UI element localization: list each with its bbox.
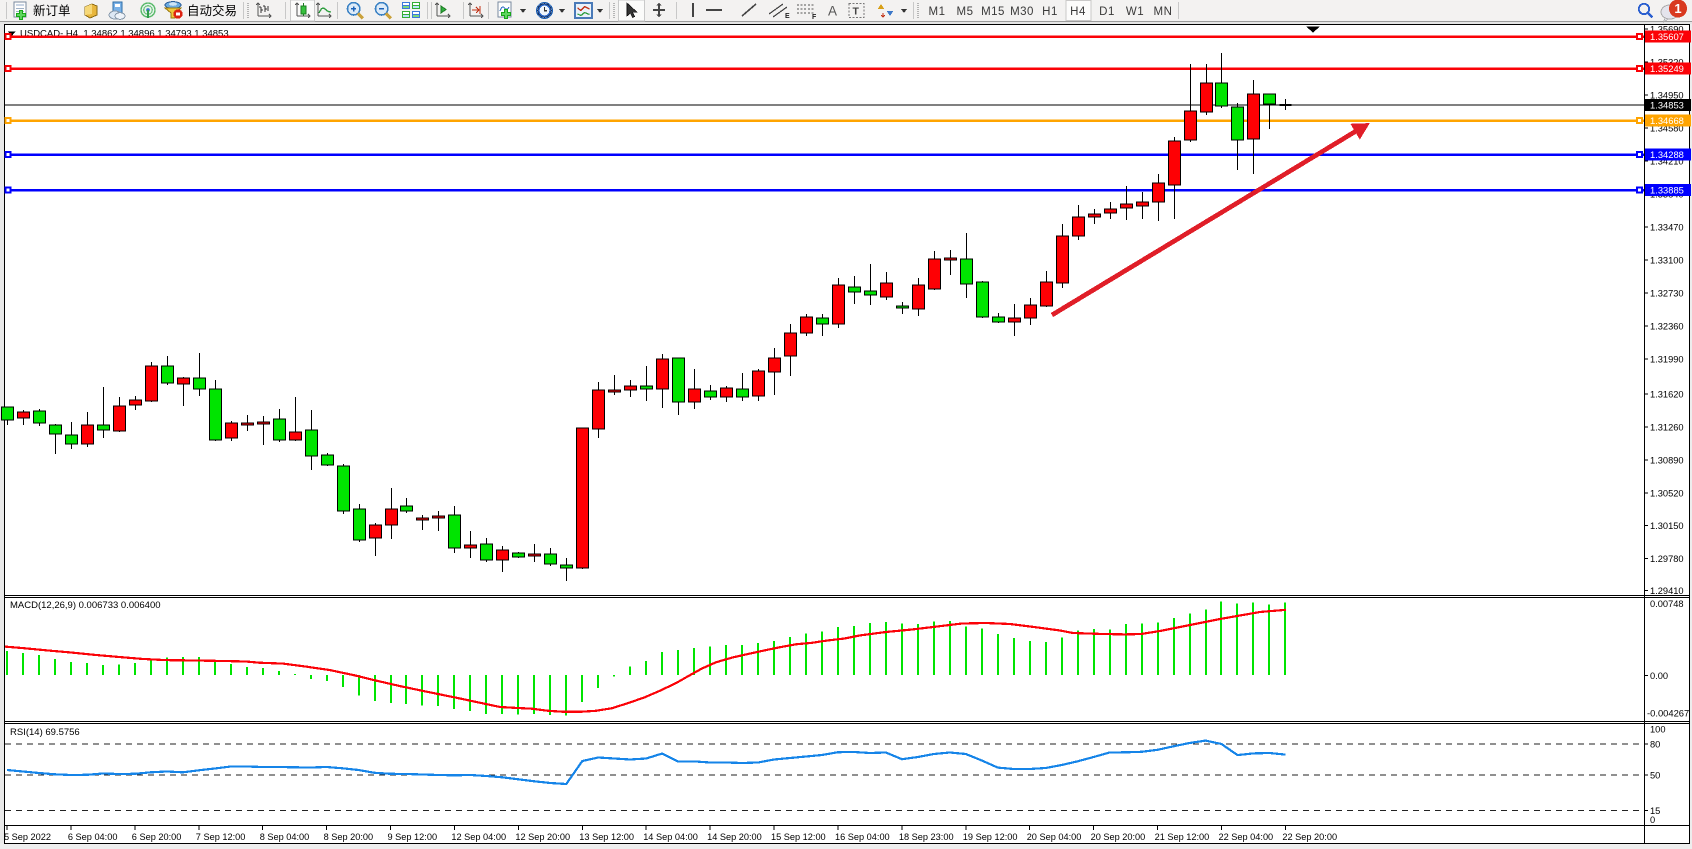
svg-text:1.35249: 1.35249 xyxy=(1650,63,1684,74)
svg-text:20 Sep 04:00: 20 Sep 04:00 xyxy=(1027,832,1082,842)
svg-text:12 Sep 04:00: 12 Sep 04:00 xyxy=(451,832,506,842)
svg-text:80: 80 xyxy=(1650,740,1660,750)
svg-text:W1: W1 xyxy=(1126,6,1144,18)
svg-text:1.31260: 1.31260 xyxy=(1650,423,1684,433)
svg-text:F: F xyxy=(812,14,817,21)
svg-text:M15: M15 xyxy=(981,6,1005,18)
svg-text:8 Sep 20:00: 8 Sep 20:00 xyxy=(324,832,374,842)
svg-text:1.32360: 1.32360 xyxy=(1650,322,1684,332)
svg-text:0: 0 xyxy=(1650,815,1655,825)
svg-text:M5: M5 xyxy=(957,6,974,18)
svg-text:15: 15 xyxy=(1650,806,1660,816)
svg-text:H4: H4 xyxy=(1070,6,1086,18)
svg-text:1.35607: 1.35607 xyxy=(1650,31,1684,42)
svg-text:13 Sep 12:00: 13 Sep 12:00 xyxy=(579,832,634,842)
svg-text:100: 100 xyxy=(1650,725,1666,735)
svg-text:D1: D1 xyxy=(1099,6,1115,18)
svg-text:50: 50 xyxy=(1650,771,1660,781)
svg-text:5 Sep 2022: 5 Sep 2022 xyxy=(4,832,51,842)
svg-text:H1: H1 xyxy=(1042,6,1058,18)
svg-text:1.29410: 1.29410 xyxy=(1650,586,1684,596)
svg-text:-0.004267: -0.004267 xyxy=(1647,708,1689,719)
svg-text:1: 1 xyxy=(1674,1,1681,16)
svg-text:9 Sep 12:00: 9 Sep 12:00 xyxy=(388,832,438,842)
svg-text:1.33885: 1.33885 xyxy=(1650,185,1684,196)
svg-text:1.34210: 1.34210 xyxy=(1650,157,1684,167)
svg-text:6 Sep 04:00: 6 Sep 04:00 xyxy=(68,832,118,842)
svg-text:22 Sep 20:00: 22 Sep 20:00 xyxy=(1282,832,1337,842)
svg-text:USDCAD-.H4 1.34862 1.34896 1.: USDCAD-.H4 1.34862 1.34896 1.34793 1.348… xyxy=(20,28,229,39)
svg-text:1.35690: 1.35690 xyxy=(1650,25,1684,35)
svg-text:MN: MN xyxy=(1154,6,1173,18)
svg-text:MACD(12,26,9) 0.006733 0.00640: MACD(12,26,9) 0.006733 0.006400 xyxy=(10,600,161,611)
svg-text:RSI(14) 69.5756: RSI(14) 69.5756 xyxy=(10,727,80,738)
svg-text:15 Sep 12:00: 15 Sep 12:00 xyxy=(771,832,826,842)
svg-text:14 Sep 04:00: 14 Sep 04:00 xyxy=(643,832,698,842)
svg-text:1.33470: 1.33470 xyxy=(1650,223,1684,233)
svg-text:1.31990: 1.31990 xyxy=(1650,355,1684,365)
svg-text:1.30520: 1.30520 xyxy=(1650,489,1684,499)
svg-text:20 Sep 20:00: 20 Sep 20:00 xyxy=(1091,832,1146,842)
svg-text:自动交易: 自动交易 xyxy=(187,3,237,18)
svg-text:0.00: 0.00 xyxy=(1650,671,1668,681)
svg-text:1.30150: 1.30150 xyxy=(1650,521,1684,531)
svg-text:M30: M30 xyxy=(1010,6,1034,18)
svg-text:21 Sep 12:00: 21 Sep 12:00 xyxy=(1155,832,1210,842)
svg-text:1.34288: 1.34288 xyxy=(1650,149,1684,160)
svg-text:19 Sep 12:00: 19 Sep 12:00 xyxy=(963,832,1018,842)
svg-text:1.33100: 1.33100 xyxy=(1650,256,1684,266)
svg-text:8 Sep 04:00: 8 Sep 04:00 xyxy=(260,832,310,842)
svg-text:1.34950: 1.34950 xyxy=(1650,91,1684,101)
svg-text:22 Sep 04:00: 22 Sep 04:00 xyxy=(1219,832,1274,842)
svg-text:14 Sep 20:00: 14 Sep 20:00 xyxy=(707,832,762,842)
svg-text:T: T xyxy=(853,6,860,18)
svg-text:1.31620: 1.31620 xyxy=(1650,390,1684,400)
svg-text:M1: M1 xyxy=(929,6,946,18)
svg-text:新订单: 新订单 xyxy=(33,3,71,18)
svg-text:E: E xyxy=(785,13,790,20)
svg-text:16 Sep 04:00: 16 Sep 04:00 xyxy=(835,832,890,842)
svg-text:7 Sep 12:00: 7 Sep 12:00 xyxy=(196,832,246,842)
svg-text:1.34668: 1.34668 xyxy=(1650,115,1684,126)
svg-text:0.00748: 0.00748 xyxy=(1650,599,1684,609)
svg-text:1.30890: 1.30890 xyxy=(1650,456,1684,466)
svg-text:6 Sep 20:00: 6 Sep 20:00 xyxy=(132,832,182,842)
svg-text:A: A xyxy=(828,4,837,19)
svg-text:1.34853: 1.34853 xyxy=(1650,100,1684,111)
svg-text:12 Sep 20:00: 12 Sep 20:00 xyxy=(515,832,570,842)
svg-text:1.34580: 1.34580 xyxy=(1650,124,1684,134)
svg-text:1.29780: 1.29780 xyxy=(1650,554,1684,564)
svg-text:18 Sep 23:00: 18 Sep 23:00 xyxy=(899,832,954,842)
svg-text:1.32730: 1.32730 xyxy=(1650,289,1684,299)
